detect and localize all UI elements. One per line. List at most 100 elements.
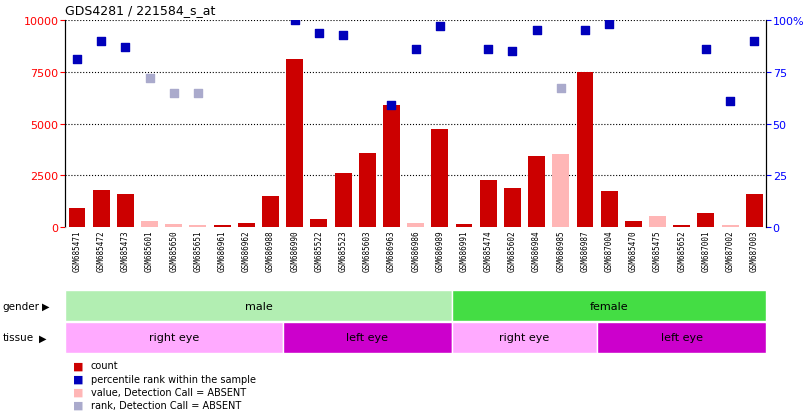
- Text: ▶: ▶: [42, 301, 49, 311]
- Bar: [286, 60, 303, 228]
- Text: value, Detection Call = ABSENT: value, Detection Call = ABSENT: [91, 387, 246, 397]
- Text: percentile rank within the sample: percentile rank within the sample: [91, 374, 255, 384]
- Bar: [68, 209, 85, 228]
- Point: [748, 38, 761, 45]
- Text: GSM686961: GSM686961: [217, 230, 226, 272]
- Bar: [262, 197, 279, 228]
- Bar: [65, 290, 452, 321]
- Bar: [452, 290, 766, 321]
- Bar: [311, 219, 328, 228]
- Text: ■: ■: [73, 361, 84, 370]
- Bar: [597, 322, 766, 353]
- Text: GSM687004: GSM687004: [605, 230, 614, 272]
- Bar: [452, 322, 597, 353]
- Text: GSM687001: GSM687001: [702, 230, 710, 272]
- Text: GSM686985: GSM686985: [556, 230, 565, 272]
- Point: [723, 98, 736, 105]
- Bar: [358, 153, 375, 228]
- Text: GSM685651: GSM685651: [194, 230, 203, 272]
- Point: [482, 47, 495, 53]
- Bar: [456, 225, 473, 228]
- Text: GSM686986: GSM686986: [411, 230, 420, 272]
- Text: GDS4281 / 221584_s_at: GDS4281 / 221584_s_at: [65, 4, 215, 17]
- Text: GSM686984: GSM686984: [532, 230, 541, 272]
- Point: [288, 18, 301, 24]
- Bar: [722, 225, 739, 228]
- Text: GSM685471: GSM685471: [72, 230, 81, 272]
- Point: [143, 76, 156, 82]
- Bar: [625, 221, 642, 228]
- Text: GSM685603: GSM685603: [363, 230, 371, 272]
- Point: [578, 28, 591, 35]
- Point: [385, 102, 398, 109]
- Text: GSM686990: GSM686990: [290, 230, 299, 272]
- Text: GSM686991: GSM686991: [460, 230, 469, 272]
- Bar: [335, 174, 351, 228]
- Bar: [504, 188, 521, 228]
- Bar: [697, 213, 714, 228]
- Text: GSM686963: GSM686963: [387, 230, 396, 272]
- Text: right eye: right eye: [148, 332, 199, 343]
- Text: GSM685523: GSM685523: [338, 230, 348, 272]
- Text: GSM686987: GSM686987: [581, 230, 590, 272]
- Bar: [746, 195, 763, 228]
- Bar: [552, 154, 569, 228]
- Text: GSM685650: GSM685650: [169, 230, 178, 272]
- Text: ▶: ▶: [39, 332, 46, 343]
- Text: GSM686989: GSM686989: [436, 230, 444, 272]
- Text: GSM685601: GSM685601: [145, 230, 154, 272]
- Point: [530, 28, 543, 35]
- Point: [337, 32, 350, 39]
- Text: ■: ■: [73, 387, 84, 397]
- Text: rank, Detection Call = ABSENT: rank, Detection Call = ABSENT: [91, 400, 241, 410]
- Point: [119, 45, 132, 51]
- Text: left eye: left eye: [661, 332, 702, 343]
- Point: [433, 24, 446, 31]
- Point: [699, 47, 712, 53]
- Point: [409, 47, 422, 53]
- Text: ■: ■: [73, 400, 84, 410]
- Text: GSM687002: GSM687002: [726, 230, 735, 272]
- Text: GSM686962: GSM686962: [242, 230, 251, 272]
- Text: GSM687003: GSM687003: [750, 230, 759, 272]
- Text: GSM685474: GSM685474: [483, 230, 493, 272]
- Bar: [141, 221, 158, 228]
- Text: tissue: tissue: [2, 332, 33, 343]
- Text: GSM685475: GSM685475: [653, 230, 662, 272]
- Point: [506, 49, 519, 55]
- Text: GSM685472: GSM685472: [97, 230, 105, 272]
- Bar: [238, 223, 255, 228]
- Bar: [480, 180, 496, 228]
- Bar: [383, 106, 400, 228]
- Text: GSM685602: GSM685602: [508, 230, 517, 272]
- Text: GSM685652: GSM685652: [677, 230, 686, 272]
- Bar: [407, 223, 424, 228]
- Bar: [165, 225, 182, 228]
- Bar: [117, 195, 134, 228]
- Point: [167, 90, 180, 97]
- Point: [191, 90, 204, 97]
- Text: GSM685470: GSM685470: [629, 230, 637, 272]
- Point: [312, 30, 325, 37]
- Bar: [601, 191, 618, 228]
- Text: GSM685522: GSM685522: [315, 230, 324, 272]
- Bar: [577, 73, 594, 228]
- Text: ■: ■: [73, 374, 84, 384]
- Text: count: count: [91, 361, 118, 370]
- Bar: [431, 129, 448, 228]
- Text: gender: gender: [2, 301, 40, 311]
- Bar: [213, 226, 230, 228]
- Bar: [673, 225, 690, 228]
- Text: GSM685473: GSM685473: [121, 230, 130, 272]
- Point: [603, 22, 616, 28]
- Text: right eye: right eye: [500, 332, 550, 343]
- Text: female: female: [590, 301, 629, 311]
- Bar: [65, 322, 282, 353]
- Bar: [190, 225, 206, 228]
- Text: left eye: left eye: [346, 332, 388, 343]
- Text: GSM686988: GSM686988: [266, 230, 275, 272]
- Bar: [282, 322, 452, 353]
- Bar: [528, 156, 545, 228]
- Bar: [92, 190, 109, 228]
- Bar: [649, 216, 666, 228]
